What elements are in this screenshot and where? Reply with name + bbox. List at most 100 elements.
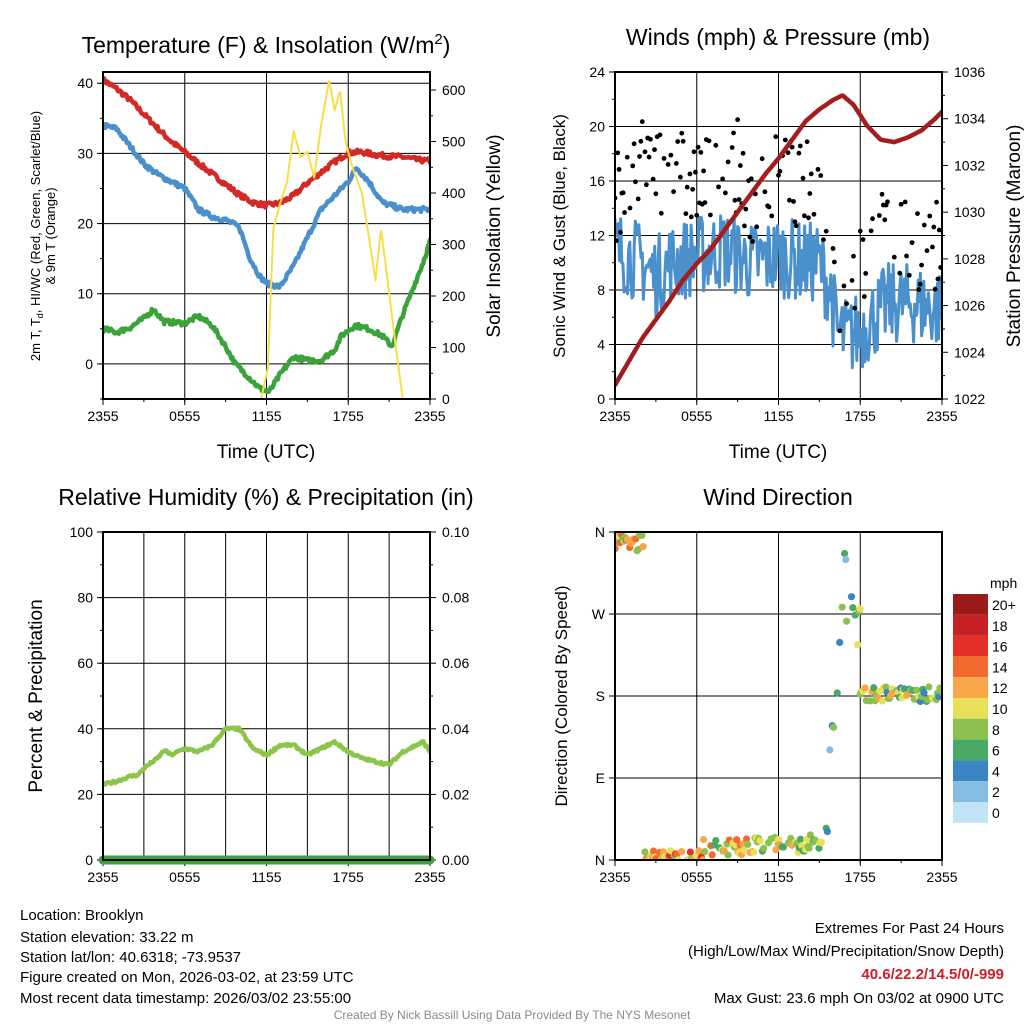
wind-direction-point <box>756 837 764 845</box>
plot-area <box>103 76 430 399</box>
plot-frame <box>102 71 431 400</box>
gust-point <box>879 191 885 197</box>
extremes-description: (High/Low/Max Wind/Precipitation/Snow De… <box>688 943 1004 960</box>
colorbar-swatch <box>953 677 988 698</box>
y-right-tick-label: 400 <box>442 185 466 201</box>
chart-panel-1: 0 4 8 12 16 20 24 1022 1024 1026 1028 1030 1032 1034 1… <box>589 64 985 424</box>
gust-point <box>811 211 817 217</box>
colorbar-swatch <box>953 781 988 802</box>
gust-point <box>615 150 621 156</box>
gust-point <box>622 210 627 215</box>
colorbar-label: 14 <box>992 659 1008 675</box>
gust-point <box>792 219 798 225</box>
gust-point <box>841 283 847 289</box>
gust-point <box>702 200 708 206</box>
gust-point <box>773 134 779 140</box>
colorbar-label: 10 <box>992 701 1008 717</box>
x-tick-label: 1155 <box>763 408 793 424</box>
y-right-tick-label: 1034 <box>954 111 985 127</box>
gust-point <box>616 167 622 172</box>
x-tick-label: 2355 <box>599 408 630 424</box>
chart-panel-2: 0 20 40 60 80 100 0.00 0.02 0.04 0.06 0.08 0.10 2355… <box>70 524 470 885</box>
wind-chart-title: Winds (mph) & Pressure (mb) <box>626 24 930 50</box>
y-tick-label: N <box>595 524 605 540</box>
colorbar-swatch <box>953 656 988 678</box>
gust-point <box>916 287 922 292</box>
gust-point <box>759 156 765 162</box>
gust-point <box>930 244 935 250</box>
gust-point <box>904 253 909 259</box>
gust-point <box>782 137 788 143</box>
y-right-tick-label: 500 <box>442 134 466 150</box>
gust-point <box>722 190 728 196</box>
y-tick-label: 40 <box>77 75 93 91</box>
x-tick-label: 0555 <box>681 408 712 424</box>
wind-direction-point <box>686 848 694 856</box>
gust-point <box>631 141 637 147</box>
y-tick-label: 12 <box>589 228 605 244</box>
gust-point <box>793 223 799 229</box>
colorbar-swatch <box>953 802 988 823</box>
y-right-tick-label: 0.06 <box>442 655 469 671</box>
plot-area <box>615 93 942 388</box>
y-right-tick-label: 1026 <box>954 298 985 314</box>
extremes-values: 40.6/22.2/14.5/0/-999 <box>861 966 1004 983</box>
wind-direction-point <box>847 593 856 601</box>
colorbar-label: 16 <box>992 639 1008 655</box>
x-tick-label: 2355 <box>926 408 957 424</box>
gust-point <box>906 272 912 278</box>
gust-point <box>646 154 652 160</box>
gust-point <box>917 281 923 287</box>
y-tick-label: 20 <box>589 119 605 135</box>
x-tick-label: 2355 <box>599 869 630 885</box>
td-line <box>103 121 430 290</box>
plot-area <box>615 532 942 860</box>
gust-point <box>801 213 807 219</box>
wind-direction-point <box>701 847 709 856</box>
gust-point <box>716 184 721 190</box>
x-tick-label: 2355 <box>414 869 445 885</box>
gust-point <box>673 161 679 166</box>
gust-point <box>695 144 701 150</box>
wind-direction-point <box>772 846 780 854</box>
gust-point <box>731 130 736 136</box>
gust-point <box>898 201 904 207</box>
y-right-tick-label: 0.00 <box>442 852 469 868</box>
gust-point <box>747 234 753 240</box>
gust-point <box>924 248 930 254</box>
gust-point <box>692 169 698 175</box>
wind-direction-point <box>712 836 720 845</box>
gust-point <box>627 205 633 211</box>
y-tick-label: W <box>592 606 606 622</box>
y-tick-label: 60 <box>77 655 93 671</box>
wind-direction-point <box>840 549 849 558</box>
gust-point <box>852 305 858 311</box>
footer-latlon: Station lat/lon: 40.6318; -73.9537 <box>20 949 241 966</box>
colorbar-title: mph <box>990 575 1017 591</box>
gust-point <box>742 223 747 229</box>
gust-point <box>762 189 768 195</box>
gust-point <box>698 149 704 155</box>
credit-line: Created By Nick Bassill Using Data Provi… <box>334 1008 691 1022</box>
x-tick-label: 0555 <box>169 408 200 424</box>
wind-direction-point <box>861 684 869 692</box>
y-right-tick-label: 1022 <box>954 391 985 407</box>
gust-point <box>902 199 908 205</box>
wind-direction-point <box>649 847 658 855</box>
y-right-tick-label: 300 <box>442 237 466 253</box>
colorbar-swatch <box>953 614 988 636</box>
y-tick-label: 10 <box>77 286 93 302</box>
gust-point <box>796 150 802 156</box>
wind-direction-point <box>779 843 788 851</box>
wind-direction-point <box>742 835 751 843</box>
gust-point <box>791 199 796 204</box>
x-tick-label: 1755 <box>333 869 364 885</box>
gust-point <box>736 197 742 202</box>
x-tick-label: 2355 <box>414 408 445 424</box>
wind-direction-point <box>699 835 708 844</box>
gust-point <box>642 149 648 155</box>
station-pressure-line <box>615 93 942 388</box>
y-right-tick-label: 0.04 <box>442 721 469 737</box>
y-tick-label: 0 <box>597 391 605 407</box>
